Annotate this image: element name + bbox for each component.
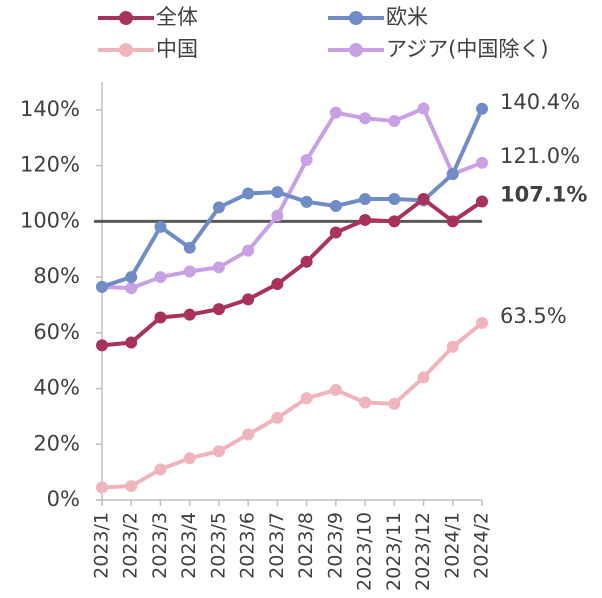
legend-marker	[119, 43, 133, 57]
y-tick-label: 0%	[47, 487, 80, 511]
point	[271, 186, 284, 199]
x-tick-label: 2023/6	[237, 512, 259, 579]
point	[359, 396, 372, 409]
point	[242, 187, 255, 200]
legend-label: 中国	[156, 37, 198, 61]
point	[154, 220, 167, 233]
point	[154, 463, 167, 476]
point	[388, 193, 401, 206]
point	[242, 428, 255, 441]
point	[154, 271, 167, 284]
y-tick-label: 120%	[20, 153, 80, 177]
y-tick-label: 20%	[33, 431, 80, 455]
value-label: 121.0%	[500, 144, 580, 168]
legend-label: 全体	[156, 5, 198, 29]
point	[476, 317, 488, 330]
point	[242, 293, 255, 306]
point	[417, 102, 430, 115]
x-tick-label: 2023/7	[266, 512, 288, 579]
point	[329, 106, 342, 119]
y-tick-label: 80%	[33, 264, 80, 288]
legend-marker	[349, 43, 363, 57]
point	[476, 195, 488, 208]
point	[183, 308, 196, 321]
y-tick-label: 60%	[33, 320, 80, 344]
x-tick-label: 2024/2	[471, 512, 493, 579]
point	[446, 340, 459, 353]
legend-marker	[349, 11, 363, 25]
point	[446, 215, 459, 228]
x-tick-label: 2023/2	[120, 512, 142, 579]
x-tick-label: 2023/11	[383, 512, 405, 591]
y-tick-label: 100%	[20, 208, 80, 232]
point	[271, 411, 284, 424]
point	[154, 311, 167, 324]
point	[300, 255, 313, 268]
point	[125, 282, 138, 295]
x-tick-label: 2023/5	[207, 512, 229, 579]
y-tick-label: 140%	[20, 97, 80, 121]
x-tick-label: 2023/4	[178, 512, 200, 579]
point	[388, 397, 401, 410]
point	[476, 156, 488, 169]
point	[96, 280, 108, 293]
point	[212, 303, 225, 316]
point	[96, 481, 108, 494]
point	[359, 193, 372, 206]
point	[446, 167, 459, 180]
x-tick-label: 2024/1	[441, 512, 463, 579]
x-tick-label: 2023/10	[354, 512, 376, 591]
point	[300, 392, 313, 405]
legend-marker	[119, 11, 133, 25]
point	[388, 115, 401, 128]
value-label: 63.5%	[500, 304, 567, 328]
legend-label: 欧米	[386, 5, 428, 29]
x-tick-label: 2023/1	[91, 512, 113, 579]
point	[417, 371, 430, 384]
value-label: 107.1%	[500, 183, 587, 207]
point	[242, 244, 255, 257]
point	[476, 102, 488, 115]
point	[212, 261, 225, 274]
point	[125, 271, 138, 284]
point	[417, 193, 430, 206]
point	[183, 265, 196, 278]
x-tick-label: 2023/8	[295, 512, 317, 579]
point	[125, 336, 138, 349]
x-tick-label: 2023/3	[149, 512, 171, 579]
point	[359, 112, 372, 125]
point	[271, 278, 284, 291]
point	[300, 154, 313, 167]
point	[183, 241, 196, 254]
point	[212, 445, 225, 458]
point	[183, 452, 196, 465]
y-tick-label: 40%	[33, 376, 80, 400]
point	[329, 226, 342, 239]
point	[125, 480, 138, 493]
point	[300, 195, 313, 208]
point	[96, 339, 108, 352]
point	[359, 213, 372, 226]
x-tick-label: 2023/12	[412, 512, 434, 591]
point	[329, 383, 342, 396]
point	[388, 215, 401, 228]
point	[329, 200, 342, 213]
point	[212, 201, 225, 214]
legend-label: アジア(中国除く)	[386, 37, 549, 61]
value-label: 140.4%	[500, 90, 580, 114]
series-line	[101, 321, 484, 490]
point	[271, 209, 284, 222]
x-tick-label: 2023/9	[324, 512, 346, 579]
